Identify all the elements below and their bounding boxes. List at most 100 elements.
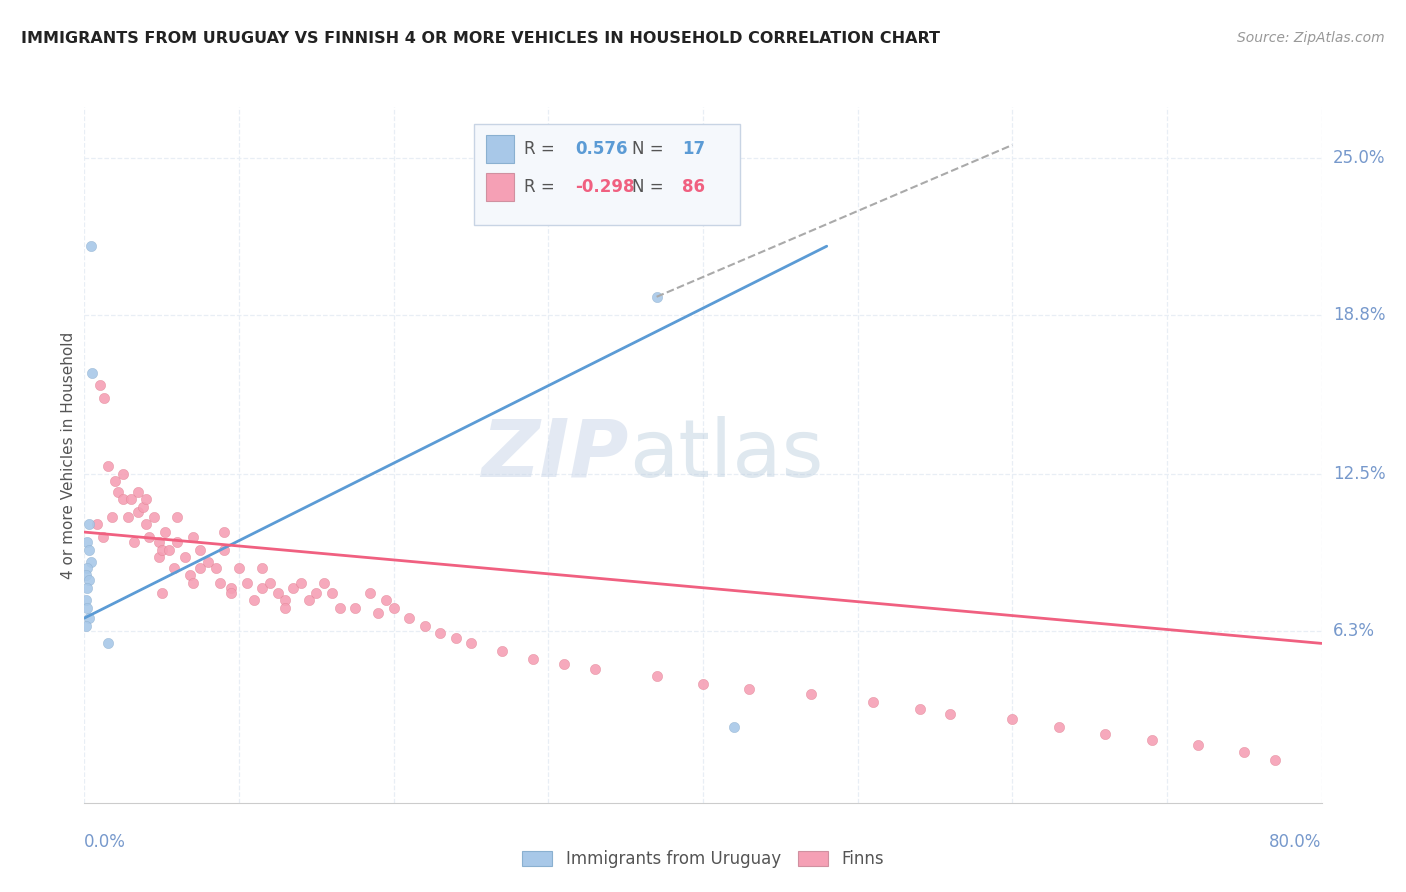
- Text: R =: R =: [523, 178, 560, 196]
- Point: [135, 492, 157, 507]
- Point: [228, 560, 250, 574]
- Point: [297, 593, 319, 607]
- Point: [101, 509, 124, 524]
- Point: [553, 657, 575, 671]
- Point: [382, 601, 405, 615]
- Point: [219, 586, 242, 600]
- Point: [1001, 712, 1024, 726]
- Point: [188, 560, 211, 574]
- Point: [166, 509, 188, 524]
- Y-axis label: 4 or more Vehicles in Household: 4 or more Vehicles in Household: [60, 331, 76, 579]
- Point: [219, 581, 242, 595]
- Point: [212, 525, 235, 540]
- Point: [150, 586, 173, 600]
- Point: [79, 556, 101, 570]
- Point: [143, 509, 166, 524]
- Point: [645, 290, 668, 304]
- Point: [328, 601, 352, 615]
- Point: [117, 509, 139, 524]
- Point: [197, 556, 219, 570]
- Point: [76, 535, 98, 549]
- Point: [645, 669, 668, 683]
- Point: [321, 586, 343, 600]
- Point: [91, 530, 114, 544]
- Point: [188, 542, 211, 557]
- Point: [274, 593, 297, 607]
- Point: [76, 560, 98, 574]
- Point: [1187, 738, 1209, 752]
- FancyBboxPatch shape: [474, 124, 740, 226]
- Point: [413, 618, 436, 632]
- Text: N =: N =: [633, 178, 669, 196]
- Point: [281, 581, 305, 595]
- Point: [444, 632, 467, 646]
- Point: [76, 581, 98, 595]
- Text: ZIP: ZIP: [481, 416, 628, 494]
- Point: [75, 593, 97, 607]
- Point: [96, 459, 118, 474]
- Point: [77, 573, 100, 587]
- Point: [135, 517, 157, 532]
- Point: [305, 586, 328, 600]
- Text: 12.5%: 12.5%: [1333, 465, 1385, 483]
- Point: [120, 492, 142, 507]
- Text: 86: 86: [682, 178, 704, 196]
- Point: [127, 505, 149, 519]
- Text: 25.0%: 25.0%: [1333, 149, 1385, 167]
- Point: [290, 575, 312, 590]
- Point: [159, 542, 180, 557]
- Point: [583, 662, 606, 676]
- Point: [862, 695, 884, 709]
- Point: [77, 542, 100, 557]
- Point: [343, 601, 366, 615]
- Point: [163, 560, 186, 574]
- Point: [460, 636, 482, 650]
- Point: [127, 484, 149, 499]
- Text: 17: 17: [682, 140, 704, 158]
- Text: IMMIGRANTS FROM URUGUAY VS FINNISH 4 OR MORE VEHICLES IN HOUSEHOLD CORRELATION C: IMMIGRANTS FROM URUGUAY VS FINNISH 4 OR …: [21, 31, 941, 46]
- Point: [800, 687, 823, 701]
- Text: atlas: atlas: [628, 416, 823, 494]
- Text: 0.0%: 0.0%: [84, 833, 127, 851]
- Text: 18.8%: 18.8%: [1333, 305, 1385, 324]
- Text: -0.298: -0.298: [575, 178, 636, 196]
- Point: [205, 560, 228, 574]
- Point: [360, 586, 382, 600]
- Point: [267, 586, 290, 600]
- Point: [250, 581, 273, 595]
- Legend: Immigrants from Uruguay, Finns: Immigrants from Uruguay, Finns: [516, 843, 890, 874]
- Point: [104, 475, 127, 489]
- Point: [148, 535, 170, 549]
- Point: [1264, 753, 1286, 767]
- Point: [75, 618, 97, 632]
- Point: [312, 575, 335, 590]
- Bar: [486, 135, 513, 162]
- Point: [132, 500, 155, 514]
- Point: [181, 575, 204, 590]
- Point: [243, 593, 266, 607]
- Point: [153, 525, 176, 540]
- Point: [86, 517, 108, 532]
- Point: [77, 517, 100, 532]
- Point: [82, 366, 104, 380]
- Point: [429, 626, 451, 640]
- Point: [939, 707, 962, 722]
- Point: [150, 542, 173, 557]
- Point: [374, 593, 398, 607]
- Point: [1094, 727, 1116, 741]
- Point: [212, 542, 235, 557]
- Bar: [486, 173, 513, 201]
- Point: [1047, 720, 1070, 734]
- Point: [122, 535, 145, 549]
- Point: [93, 391, 115, 405]
- Point: [112, 492, 135, 507]
- Point: [274, 601, 297, 615]
- Text: 80.0%: 80.0%: [1270, 833, 1322, 851]
- Point: [1233, 745, 1256, 759]
- Text: 6.3%: 6.3%: [1333, 622, 1375, 640]
- Point: [209, 575, 232, 590]
- Point: [76, 601, 98, 615]
- Point: [166, 535, 188, 549]
- Point: [75, 568, 97, 582]
- Point: [181, 530, 204, 544]
